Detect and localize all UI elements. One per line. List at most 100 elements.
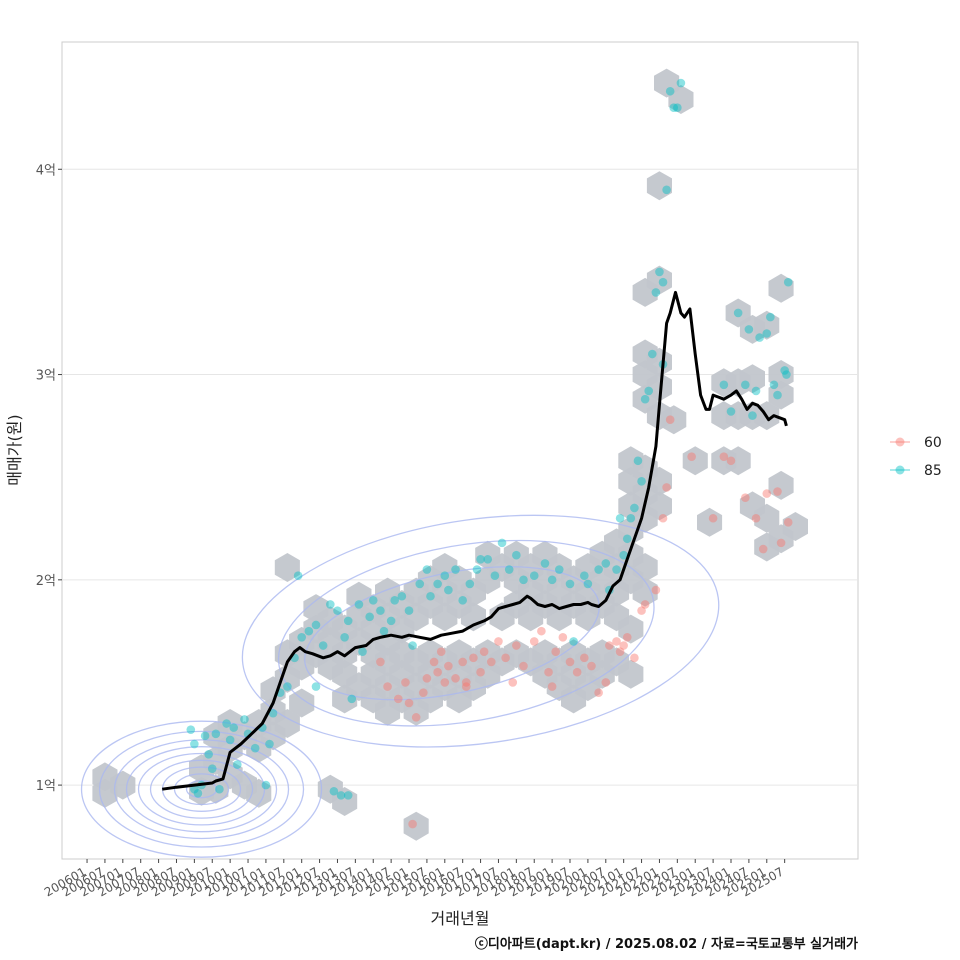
- density-contour-layer: [80, 514, 720, 858]
- point-60: [411, 713, 421, 722]
- hexbin: [646, 171, 672, 201]
- point-85: [404, 606, 414, 615]
- point-85: [211, 729, 221, 739]
- y-tick-label: 4억: [36, 163, 56, 178]
- point-85: [386, 616, 396, 626]
- point-85: [748, 411, 757, 420]
- point-85: [326, 600, 335, 609]
- point-60: [640, 600, 650, 609]
- point-60: [469, 653, 478, 663]
- hexbin: [632, 577, 658, 607]
- point-60: [741, 493, 750, 503]
- hexbin: [682, 446, 708, 476]
- point-85: [565, 579, 575, 589]
- legend: 60 85: [890, 435, 942, 479]
- legend-label-85: 85: [924, 463, 942, 479]
- hexbin: [768, 360, 794, 389]
- hexbin: [646, 347, 672, 377]
- point-60: [587, 661, 596, 671]
- point-85: [529, 571, 539, 581]
- point-85: [440, 571, 450, 581]
- point-60: [758, 544, 768, 554]
- point-60: [615, 647, 625, 656]
- point-60: [751, 513, 761, 523]
- point-85: [229, 723, 239, 732]
- point-60: [547, 682, 557, 691]
- legend-label-60: 60: [924, 435, 942, 451]
- point-85: [318, 641, 328, 650]
- point-85: [415, 579, 425, 589]
- hexbin: [646, 372, 672, 402]
- point-85: [190, 739, 199, 749]
- point-85: [354, 600, 364, 609]
- point-60: [619, 641, 628, 650]
- point-85: [193, 789, 203, 798]
- point-85: [741, 380, 750, 390]
- point-60: [687, 452, 696, 461]
- density-contour: [98, 730, 305, 848]
- point-85: [444, 585, 453, 595]
- point-60: [708, 513, 718, 523]
- point-85: [422, 565, 432, 574]
- point-60: [512, 641, 521, 650]
- point-85: [343, 616, 353, 626]
- point-60: [622, 633, 632, 642]
- point-85: [215, 784, 224, 794]
- point-85: [472, 565, 482, 574]
- point-85: [626, 513, 636, 523]
- hexbin: [618, 659, 644, 689]
- point-85: [336, 791, 346, 800]
- point-60: [630, 653, 639, 663]
- point-85: [644, 386, 654, 396]
- point-85: [265, 739, 274, 749]
- point-60: [565, 657, 575, 667]
- point-60: [605, 641, 614, 650]
- point-60: [762, 489, 772, 498]
- point-60: [451, 674, 460, 683]
- point-85: [651, 288, 661, 297]
- y-tick-label: 1억: [36, 779, 56, 794]
- point-85: [780, 366, 789, 375]
- hexbin: [668, 85, 694, 114]
- point-85: [261, 780, 271, 790]
- point-60: [458, 657, 467, 667]
- point-85: [655, 267, 664, 277]
- hexbin: [274, 709, 300, 738]
- point-85: [490, 571, 500, 581]
- point-85: [594, 565, 603, 574]
- hexbin: [274, 553, 300, 582]
- point-60: [537, 626, 546, 636]
- point-85: [476, 554, 485, 564]
- point-85: [333, 606, 342, 615]
- point-85: [483, 554, 493, 564]
- density-contour: [149, 759, 254, 819]
- point-60: [508, 678, 518, 687]
- density-contour: [277, 539, 655, 727]
- point-85: [744, 325, 754, 334]
- point-85: [186, 725, 196, 734]
- point-60: [662, 483, 671, 492]
- density-contour: [113, 739, 290, 840]
- legend-key-85: [895, 465, 905, 475]
- y-tick-label: 2억: [36, 574, 56, 589]
- hexbin: [697, 507, 723, 537]
- hexbin: [332, 787, 358, 816]
- source-caption: ⓒ디아파트(dapt.kr) / 2025.08.02 / 자료=국토교통부 실…: [474, 937, 858, 952]
- point-60: [494, 637, 503, 646]
- point-85: [365, 612, 374, 622]
- point-60: [429, 657, 439, 667]
- point-85: [504, 565, 514, 574]
- point-85: [390, 596, 400, 605]
- point-85: [719, 380, 729, 390]
- point-60: [783, 518, 793, 527]
- y-axis-title: 매매가(원): [5, 414, 24, 485]
- point-60: [551, 647, 560, 656]
- point-85: [766, 312, 775, 322]
- point-85: [304, 626, 314, 636]
- point-85: [408, 641, 417, 650]
- point-60: [393, 694, 403, 704]
- point-60: [651, 585, 661, 595]
- point-85: [665, 86, 675, 96]
- point-60: [594, 688, 603, 698]
- point-60: [558, 633, 568, 642]
